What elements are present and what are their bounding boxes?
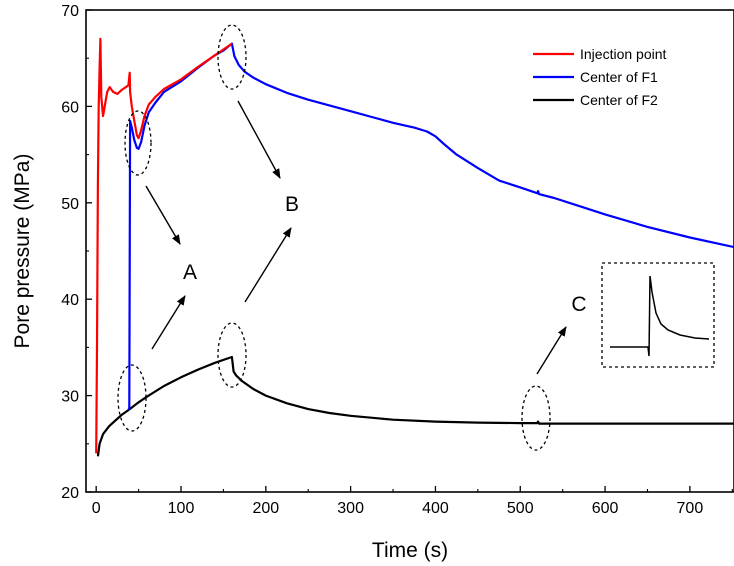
arrow-to-b-from-bottom xyxy=(244,227,292,303)
annotation-ellipse-a-lower xyxy=(117,364,147,432)
arrow-to-a-from-bottom xyxy=(151,295,186,350)
y-tick-label: 60 xyxy=(61,99,79,116)
annotation-ellipse-c xyxy=(521,385,551,451)
series-line-injection-point xyxy=(95,37,233,454)
legend-label-injection-point: Injection point xyxy=(580,46,667,62)
annotation-ellipse-b-lower xyxy=(217,322,247,388)
x-tick-label: 300 xyxy=(337,500,364,517)
legend-label-center-f2: Center of F2 xyxy=(580,92,658,108)
annotation-ellipse-a-upper xyxy=(124,110,152,176)
y-tick-label: 40 xyxy=(61,292,79,309)
annotation-label-a: A xyxy=(183,261,197,284)
x-tick-label: 100 xyxy=(168,500,195,517)
inset-frame xyxy=(601,262,715,368)
series-line-center-of-f1 xyxy=(127,42,734,411)
y-tick-label: 50 xyxy=(61,196,79,213)
annotation-markers xyxy=(117,24,551,451)
y-tick-label: 20 xyxy=(61,485,79,502)
inset-zoom-c xyxy=(601,262,715,368)
y-tick-label: 30 xyxy=(61,389,79,406)
y-tick-label: 70 xyxy=(61,3,79,20)
legend-label-center-f1: Center of F1 xyxy=(580,69,658,85)
axis-ticks: 0 100 200 300 400 500 600 700 20 30 40 50 60 70 xyxy=(61,3,733,517)
series-lines xyxy=(95,37,734,457)
x-tick-label: 200 xyxy=(252,500,279,517)
inset-spike-curve xyxy=(610,275,710,357)
x-axis-title: Time (s) xyxy=(372,539,448,562)
arrow-to-c xyxy=(536,326,567,375)
x-tick-label: 400 xyxy=(422,500,449,517)
legend: Injection point Center of F1 Center of F… xyxy=(533,46,667,108)
arrow-to-a-from-top xyxy=(145,185,181,245)
x-tick-label: 0 xyxy=(92,500,101,517)
series-line-center-of-f2 xyxy=(96,355,734,457)
x-tick-label: 600 xyxy=(592,500,619,517)
x-tick-label: 500 xyxy=(507,500,534,517)
y-axis-title: Pore pressure (MPa) xyxy=(11,154,34,349)
annotation-ellipse-b-upper xyxy=(217,24,247,90)
annotation-arrows xyxy=(145,100,567,375)
x-tick-label: 700 xyxy=(677,500,704,517)
arrow-to-b-from-top xyxy=(237,100,281,179)
annotation-label-c: C xyxy=(571,293,586,316)
annotation-label-b: B xyxy=(285,193,299,216)
